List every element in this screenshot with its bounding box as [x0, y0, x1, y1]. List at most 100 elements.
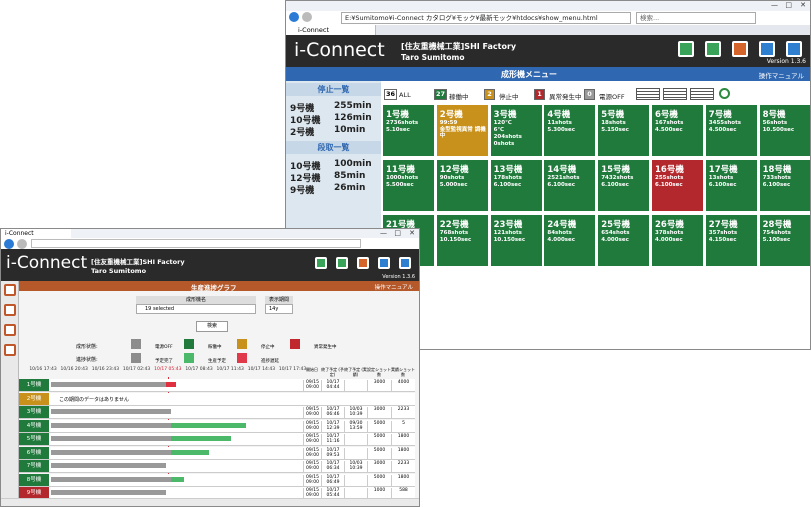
machine-tile[interactable]	[759, 105, 810, 156]
list-name: 10号機	[290, 162, 321, 172]
filter-label[interactable]: 稼働中	[449, 93, 469, 101]
filter-label[interactable]: ALL	[399, 91, 411, 99]
machine-tile[interactable]	[652, 105, 703, 156]
window-button[interactable]: —	[380, 229, 387, 237]
window-button[interactable]: ✕	[409, 229, 415, 237]
window-button[interactable]: □	[394, 229, 401, 237]
sidebar-icon[interactable]	[4, 284, 16, 296]
table-cell: 09/15 09:00	[303, 461, 321, 473]
header-icon[interactable]	[786, 41, 802, 57]
machine-info: 11shots	[547, 120, 572, 126]
machine-tile[interactable]	[544, 105, 596, 156]
table-cell: 09/15 09:00	[303, 420, 321, 433]
nav-forward[interactable]	[17, 239, 27, 249]
list-value: 255min	[334, 101, 372, 111]
table-cell	[344, 380, 367, 392]
machine-name: 21号機	[386, 220, 415, 230]
sidebar-icon[interactable]	[4, 304, 16, 316]
header-icon[interactable]	[336, 257, 348, 269]
machine-info: 768shots	[439, 230, 469, 236]
machine-tile[interactable]	[705, 105, 757, 156]
header-icon[interactable]	[678, 41, 694, 57]
machine-tile[interactable]	[705, 215, 757, 266]
machine-info: 3455shots	[708, 120, 741, 126]
machine-info: 5.150sec	[601, 127, 629, 133]
nav-back[interactable]	[4, 239, 14, 249]
tab-strip	[376, 25, 810, 35]
machine-name: 4号機	[547, 110, 571, 120]
filter-label[interactable]: 停止中	[499, 93, 519, 101]
machine-tile[interactable]	[544, 215, 596, 266]
window-button[interactable]: □	[785, 1, 792, 9]
header-icon[interactable]	[357, 257, 369, 269]
manual-link[interactable]: 操作マニュアル	[374, 285, 413, 291]
machine-tile[interactable]	[598, 105, 650, 156]
machine-tile[interactable]	[759, 215, 810, 266]
view-toggle[interactable]	[636, 88, 660, 100]
select[interactable]: 14y	[265, 304, 293, 314]
scrollbar	[1, 498, 419, 506]
view-toggle[interactable]	[690, 88, 714, 100]
address-bar[interactable]: E:¥Sumitomo¥i-Connect カタログ¥モック¥最新モック¥htd…	[341, 12, 631, 24]
machine-tile[interactable]	[705, 160, 757, 211]
machine-info: 5.100sec	[762, 237, 791, 243]
machine-tile[interactable]	[490, 105, 542, 156]
filter-count[interactable]: 27	[434, 89, 448, 100]
table-cell: 1800	[391, 434, 415, 446]
sidebar-icon[interactable]	[4, 324, 16, 336]
filter-count[interactable]: 1	[534, 89, 545, 100]
filter-count[interactable]: 2	[484, 89, 495, 100]
header-icon[interactable]	[705, 41, 721, 57]
nav-back[interactable]	[289, 12, 299, 22]
filter-count[interactable]: 36	[384, 89, 398, 100]
view-toggle[interactable]	[663, 88, 687, 100]
sidebar-icon[interactable]	[4, 344, 16, 356]
legend-text: 電源OFF	[155, 345, 173, 350]
manual-link[interactable]: 操作マニュアル	[758, 72, 804, 80]
machine-name: 27号機	[708, 220, 738, 230]
table-cell: 09/15 09:00	[303, 380, 321, 392]
window-button[interactable]: ✕	[800, 1, 806, 9]
tab[interactable]: i-Connect	[1, 229, 71, 238]
table-cell: 1800	[391, 474, 415, 487]
table-cell: 1000	[367, 488, 391, 500]
machine-info: 1000shots	[386, 175, 419, 181]
machine-tile[interactable]	[383, 105, 434, 156]
select[interactable]: 19 selected	[136, 304, 256, 314]
machine-tile[interactable]	[436, 160, 488, 211]
machine-tile[interactable]	[652, 160, 703, 211]
machine-tile[interactable]	[544, 160, 596, 211]
form-label: 表示期間	[265, 296, 293, 304]
header-icon[interactable]	[315, 257, 327, 269]
tab[interactable]: i-Connect	[286, 25, 376, 35]
nav-forward[interactable]	[302, 12, 312, 22]
header-icon[interactable]	[399, 257, 411, 269]
machine-info: 56shots	[762, 120, 788, 126]
address-bar[interactable]	[31, 239, 361, 248]
machine-tile[interactable]	[490, 215, 542, 266]
filter-count[interactable]: 0	[584, 89, 595, 100]
filter-label[interactable]: 異常発生中	[549, 93, 582, 101]
search-box[interactable]: 検索...	[636, 12, 756, 24]
header-icon[interactable]	[759, 41, 775, 57]
header-icon[interactable]	[378, 257, 390, 269]
machine-tile[interactable]	[652, 215, 703, 266]
search-button[interactable]: 検索	[196, 321, 228, 332]
window-button[interactable]: —	[771, 1, 778, 9]
machine-tile[interactable]	[436, 215, 488, 266]
machine-tile[interactable]	[598, 215, 650, 266]
filter-label[interactable]: 電源OFF	[599, 93, 625, 101]
list-name: 9号機	[290, 186, 315, 196]
refresh[interactable]	[719, 88, 730, 99]
user: Taro Sumitomo	[91, 267, 147, 275]
machine-tile[interactable]	[490, 160, 542, 211]
machine-tile[interactable]	[759, 160, 810, 211]
machine-tile[interactable]	[598, 160, 650, 211]
machine-tile[interactable]	[436, 105, 488, 156]
machine-info: 204shots	[493, 134, 522, 140]
header-icon[interactable]	[732, 41, 748, 57]
machine-info: 167shots	[655, 120, 684, 126]
machine-info: 357shots	[708, 230, 738, 236]
machine-tile[interactable]	[383, 160, 434, 211]
machine-info: 378shots	[655, 230, 684, 236]
